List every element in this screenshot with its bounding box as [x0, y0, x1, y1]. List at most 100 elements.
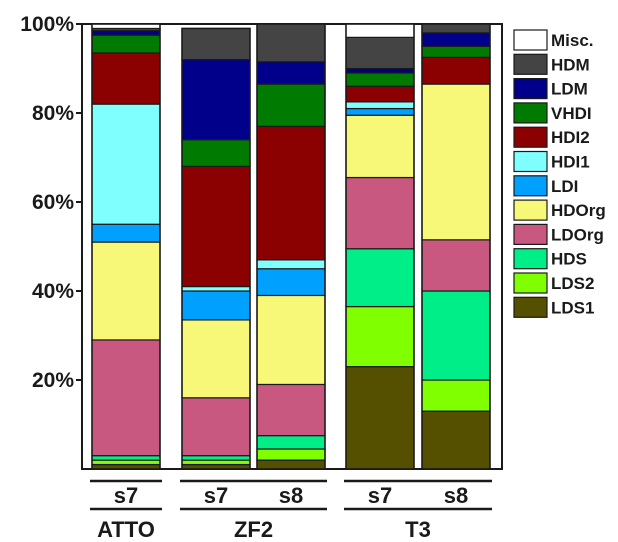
segment-ldm-bar-3	[256, 61, 326, 85]
segment-vhdi-bar-4	[345, 72, 415, 87]
segment-lds2-bar-2	[181, 459, 251, 466]
bar-outline	[421, 23, 491, 470]
legend-swatch	[513, 29, 548, 51]
plot-area	[81, 23, 503, 470]
segment-hdorg-bar-3	[256, 294, 326, 386]
segment-hdi1-bar-1	[91, 103, 161, 225]
legend-swatch	[513, 175, 548, 197]
segment-hds-bar-2	[181, 455, 251, 461]
segment-vhdi-bar-5	[421, 45, 491, 58]
segment-misc-bar-4	[345, 23, 415, 38]
segment-hdi2-bar-1	[91, 52, 161, 105]
segment-hds-bar-5	[421, 290, 491, 381]
x-tick-label: s8	[444, 483, 468, 508]
legend-item-misc: Misc.	[513, 29, 594, 51]
segment-ldm-bar-1	[91, 30, 161, 36]
legend-label: LDM	[551, 80, 588, 99]
segment-lds2-bar-1	[91, 459, 161, 466]
bar-atto-s7	[91, 23, 161, 470]
legend-item-lds2: LDS2	[513, 272, 594, 294]
segment-hds-bar-3	[256, 435, 326, 450]
bar-outline	[345, 23, 415, 470]
legend-label: VHDI	[551, 104, 592, 123]
legend-item-ldorg: LDOrg	[513, 223, 604, 245]
legend-label: HDI2	[551, 128, 590, 147]
segment-lds1-bar-4	[345, 366, 415, 470]
segment-ldi-bar-3	[256, 268, 326, 297]
legend-item-hdorg: HDOrg	[513, 199, 606, 221]
segment-hdm-bar-5	[421, 23, 491, 34]
bar-outline	[256, 23, 326, 470]
segment-hdi2-bar-5	[421, 56, 491, 85]
segment-ldorg-bar-3	[256, 383, 326, 437]
x-tick-label: s8	[279, 483, 303, 508]
segment-vhdi-bar-2	[181, 139, 251, 167]
segment-vhdi-bar-1	[91, 34, 161, 54]
segment-ldm-bar-5	[421, 32, 491, 47]
legend-item-ldi: LDI	[513, 175, 578, 197]
segment-hdi2-bar-3	[256, 125, 326, 261]
y-axis: 20% 40% 60% 80% 100%	[20, 13, 82, 392]
segment-lds2-bar-5	[421, 379, 491, 412]
legend-swatch	[513, 53, 548, 75]
segment-hdi1-bar-2	[181, 285, 251, 292]
segment-hds-bar-1	[91, 455, 161, 461]
segment-ldorg-bar-4	[345, 176, 415, 250]
segment-hdi1-bar-3	[256, 259, 326, 270]
segment-hdorg-bar-5	[421, 83, 491, 241]
legend-item-hdi1: HDI1	[513, 150, 590, 173]
segment-hdi2-bar-2	[181, 165, 251, 288]
x-tick-label: s7	[368, 483, 392, 508]
segment-ldi-bar-1	[91, 223, 161, 243]
y-tick-label: 40%	[32, 280, 74, 303]
legend-label: Misc.	[551, 31, 594, 50]
legend-label: LDS1	[551, 298, 594, 317]
legend-label: LDI	[551, 177, 578, 196]
legend-swatch	[513, 223, 548, 245]
legend: Misc. HDM LDM VHDI HDI2 HDI1 LDI HDOrg LDOrg HDS L…	[513, 29, 606, 318]
segment-hdorg-bar-1	[91, 241, 161, 341]
segment-hdorg-bar-2	[181, 319, 251, 399]
legend-item-vhdi: VHDI	[513, 102, 592, 124]
segment-ldorg-bar-2	[181, 397, 251, 457]
y-tick-label: 20%	[32, 369, 74, 392]
legend-label: HDM	[551, 55, 590, 74]
x-tick-label: s7	[204, 483, 228, 508]
bar-zf2-s8	[256, 23, 326, 470]
segment-hdm-bar-4	[345, 36, 415, 70]
group-label: ATTO	[97, 517, 155, 542]
segment-ldorg-bar-5	[421, 239, 491, 292]
x-axis: s7 s7 s8 s7 s8 ATTO ZF2 T3	[90, 479, 492, 542]
x-tick-label: s7	[114, 483, 138, 508]
legend-swatch	[513, 102, 548, 124]
y-tick-label: 80%	[32, 102, 74, 125]
segment-ldi-bar-4	[345, 107, 415, 116]
segment-hdm-bar-3	[256, 23, 326, 63]
segment-ldi-bar-2	[181, 290, 251, 321]
segment-vhdi-bar-3	[256, 83, 326, 127]
segment-lds2-bar-3	[256, 448, 326, 461]
legend-swatch	[513, 126, 548, 148]
legend-swatch	[513, 199, 548, 221]
legend-swatch	[513, 77, 548, 100]
legend-swatch	[513, 272, 548, 294]
legend-label: HDS	[551, 250, 587, 269]
legend-label: HDI1	[551, 153, 590, 172]
segment-lds2-bar-4	[345, 305, 415, 368]
legend-item-ldm: LDM	[513, 77, 588, 100]
segment-ldm-bar-2	[181, 58, 251, 141]
segment-hdi2-bar-4	[345, 85, 415, 103]
legend-label: LDOrg	[551, 225, 604, 244]
segment-hdm-bar-2	[181, 27, 251, 61]
segment-ldm-bar-4	[345, 67, 415, 74]
legend-label: HDOrg	[551, 201, 606, 220]
y-tick-label: 100%	[20, 13, 74, 36]
bar-t3-s8	[421, 23, 491, 470]
segment-ldorg-bar-1	[91, 339, 161, 457]
bar-zf2-s7	[181, 27, 251, 470]
legend-item-hdm: HDM	[513, 53, 590, 75]
bar-outline	[181, 27, 251, 470]
segment-hdi1-bar-4	[345, 101, 415, 110]
legend-item-hds: HDS	[513, 248, 587, 270]
